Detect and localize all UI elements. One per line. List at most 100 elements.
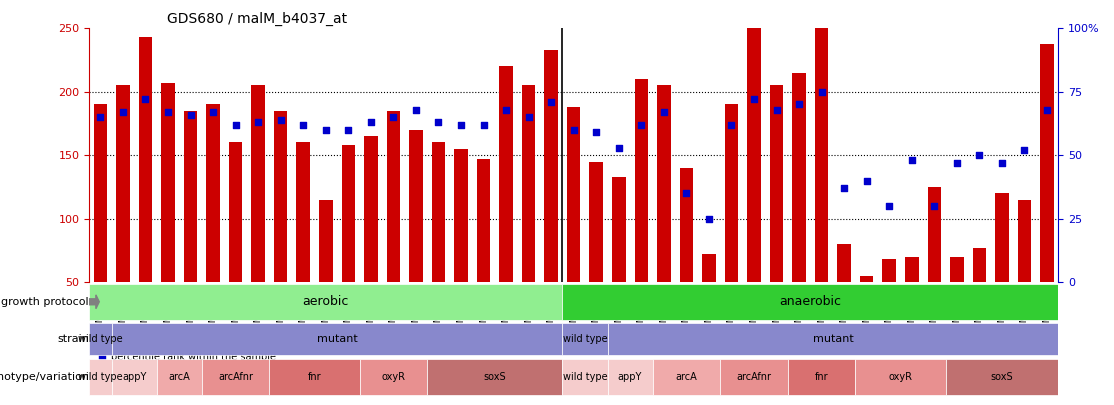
Point	[475, 122, 492, 128]
Point	[316, 126, 334, 133]
Text: oxyR: oxyR	[889, 372, 912, 382]
Point	[407, 106, 424, 113]
FancyArrow shape	[89, 295, 99, 309]
Legend: count, percentile rank within the sample: count, percentile rank within the sample	[94, 333, 280, 366]
Text: appY: appY	[618, 372, 643, 382]
Point	[565, 126, 583, 133]
Text: arcA: arcA	[168, 372, 190, 382]
FancyBboxPatch shape	[721, 359, 788, 395]
Bar	[274, 111, 287, 282]
Bar	[589, 162, 603, 282]
FancyBboxPatch shape	[946, 359, 1058, 395]
Point	[836, 185, 853, 192]
Bar	[432, 143, 446, 282]
Point	[362, 119, 380, 126]
Text: wild type: wild type	[563, 335, 607, 344]
Point	[137, 96, 155, 102]
FancyBboxPatch shape	[202, 359, 270, 395]
Bar	[116, 85, 129, 282]
Text: arcAfnr: arcAfnr	[218, 372, 253, 382]
Text: mutant: mutant	[316, 335, 358, 344]
Bar	[94, 104, 107, 282]
FancyBboxPatch shape	[111, 323, 563, 356]
Bar	[139, 37, 153, 282]
Point	[790, 101, 808, 108]
Text: arcAfnr: arcAfnr	[736, 372, 772, 382]
Bar	[342, 145, 355, 282]
Text: aerobic: aerobic	[303, 295, 349, 308]
Point	[340, 126, 358, 133]
FancyBboxPatch shape	[270, 359, 360, 395]
Text: genotype/variation: genotype/variation	[0, 372, 89, 382]
FancyBboxPatch shape	[89, 284, 563, 320]
Point	[948, 160, 966, 166]
Point	[655, 109, 673, 115]
Bar	[409, 130, 422, 282]
Bar	[228, 143, 243, 282]
FancyBboxPatch shape	[89, 359, 111, 395]
Bar	[545, 50, 558, 282]
Text: wild type: wild type	[78, 372, 123, 382]
Bar	[770, 85, 783, 282]
Bar	[477, 159, 490, 282]
Point	[452, 122, 470, 128]
Point	[1038, 106, 1056, 113]
Point	[902, 157, 920, 164]
Point	[587, 129, 605, 136]
Point	[497, 106, 515, 113]
Text: growth protocol: growth protocol	[1, 297, 89, 307]
FancyBboxPatch shape	[89, 323, 111, 356]
Bar	[162, 83, 175, 282]
Point	[926, 202, 944, 209]
Bar	[296, 143, 310, 282]
Bar	[680, 168, 693, 282]
Point	[272, 116, 290, 123]
Bar	[995, 193, 1008, 282]
Point	[880, 202, 898, 209]
FancyBboxPatch shape	[856, 359, 946, 395]
Bar	[882, 259, 896, 282]
FancyBboxPatch shape	[653, 359, 721, 395]
Bar	[1018, 200, 1032, 282]
Bar	[950, 257, 964, 282]
Bar	[364, 136, 378, 282]
Bar	[702, 254, 715, 282]
Point	[543, 99, 560, 105]
Bar	[838, 244, 851, 282]
Point	[813, 89, 831, 95]
FancyBboxPatch shape	[360, 359, 427, 395]
Text: anaerobic: anaerobic	[780, 295, 841, 308]
Bar	[973, 248, 986, 282]
FancyBboxPatch shape	[427, 359, 563, 395]
Point	[159, 109, 177, 115]
Bar	[567, 107, 580, 282]
Bar	[657, 85, 671, 282]
Point	[182, 111, 199, 118]
FancyBboxPatch shape	[607, 359, 653, 395]
FancyBboxPatch shape	[563, 323, 607, 356]
Point	[993, 160, 1010, 166]
Text: GDS680 / malM_b4037_at: GDS680 / malM_b4037_at	[167, 12, 346, 26]
FancyBboxPatch shape	[788, 359, 856, 395]
Text: fnr: fnr	[814, 372, 829, 382]
Point	[633, 122, 651, 128]
Point	[1016, 147, 1034, 153]
Point	[677, 190, 695, 196]
Bar	[1040, 44, 1054, 282]
Bar	[860, 276, 873, 282]
Bar	[252, 85, 265, 282]
Text: oxyR: oxyR	[381, 372, 405, 382]
Point	[294, 122, 312, 128]
FancyBboxPatch shape	[563, 359, 607, 395]
FancyBboxPatch shape	[157, 359, 202, 395]
Text: fnr: fnr	[307, 372, 321, 382]
Point	[91, 114, 109, 120]
Point	[723, 122, 741, 128]
Text: soxS: soxS	[990, 372, 1014, 382]
FancyBboxPatch shape	[607, 323, 1058, 356]
Bar	[184, 111, 197, 282]
FancyBboxPatch shape	[563, 284, 1058, 320]
Point	[858, 177, 876, 184]
Point	[700, 215, 717, 222]
Point	[768, 106, 785, 113]
